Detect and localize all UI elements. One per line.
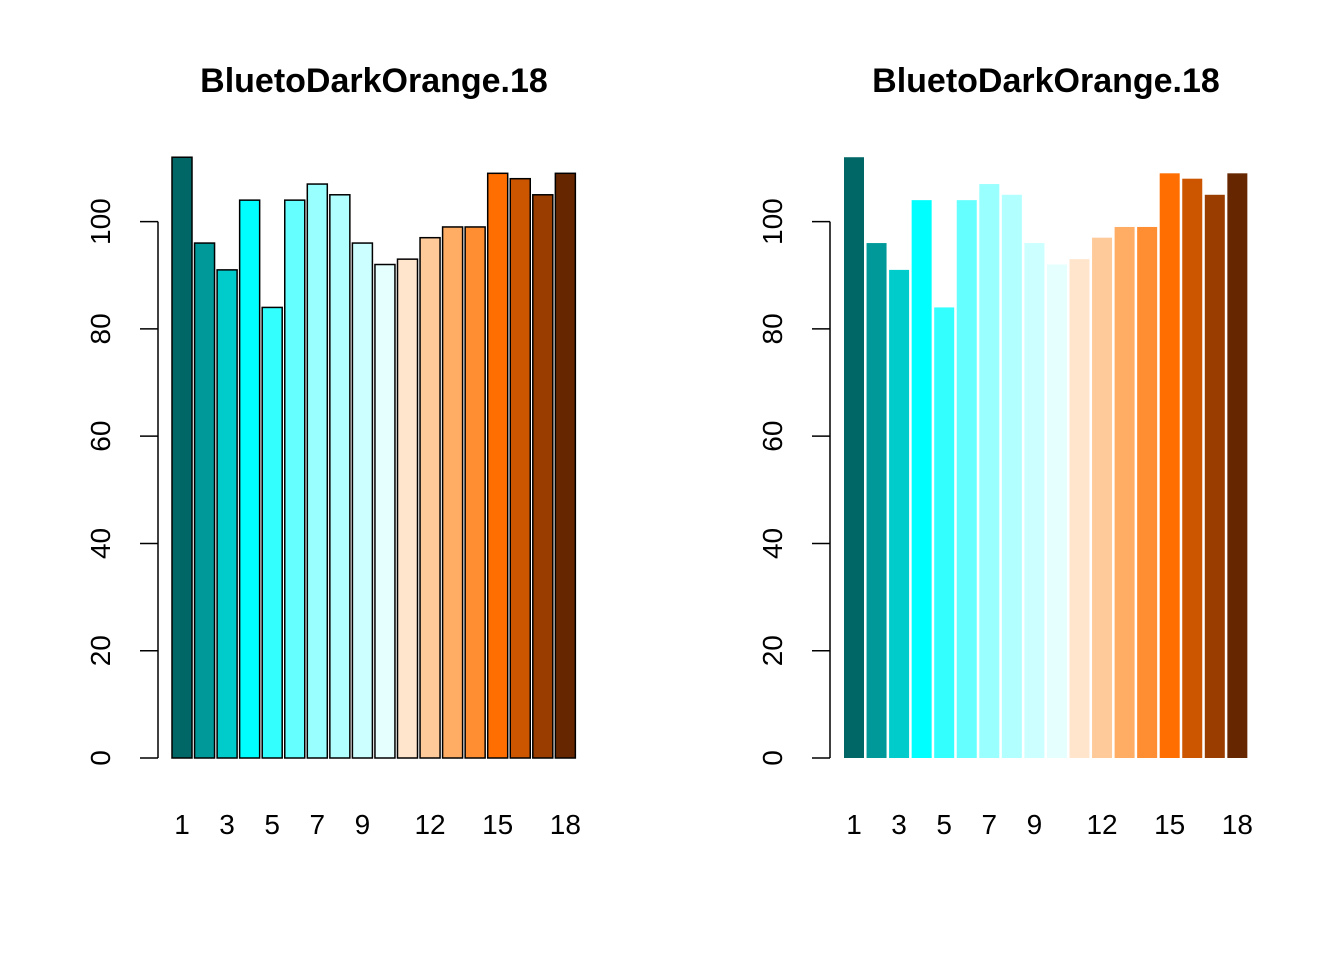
bar-6 (284, 199, 306, 759)
bar-4 (238, 199, 261, 759)
bar-2 (193, 242, 216, 759)
chart-title: BluetoDarkOrange.18 (872, 62, 1220, 100)
bar-6 (956, 200, 977, 758)
bar-18 (1227, 173, 1248, 758)
bar-chart-right: BluetoDarkOrange.18 0 20 40 60 80 100 1 3 5 7 9 12 1… (757, 62, 1253, 840)
y-tick-label-20: 20 (757, 635, 788, 666)
y-tick-label-40: 40 (85, 528, 116, 559)
x-tick-label-1: 1 (174, 809, 190, 840)
y-tick-label-0: 0 (85, 750, 116, 766)
bar-16 (1182, 178, 1203, 758)
bar-11 (1069, 259, 1090, 758)
bar-9 (351, 242, 374, 759)
bar-16 (509, 177, 531, 759)
x-tick-label-7: 7 (982, 809, 998, 840)
x-tick-label-9: 9 (355, 809, 371, 840)
bar-2 (866, 243, 887, 758)
bar-5 (934, 307, 955, 758)
x-tick-label-7: 7 (310, 809, 326, 840)
x-tick-label-9: 9 (1027, 809, 1043, 840)
bar-7 (306, 183, 329, 759)
bar-8 (1001, 194, 1022, 758)
y-tick-label-60: 60 (85, 421, 116, 452)
bar-5 (261, 306, 283, 759)
bar-chart-left: BluetoDarkOrange.18 0 20 40 60 80 100 1 3 5 7 9 12 1… (85, 62, 581, 840)
x-tick-label-5: 5 (264, 809, 280, 840)
y-tick-label-100: 100 (85, 198, 116, 245)
y-tick-label-100: 100 (757, 198, 788, 245)
bar-15 (1159, 173, 1180, 758)
bar-18 (554, 172, 577, 759)
x-tick-label-12: 12 (414, 809, 445, 840)
x-tick-label-12: 12 (1086, 809, 1117, 840)
y-tick-label-60: 60 (757, 421, 788, 452)
bar-15 (486, 172, 509, 759)
chart-title: BluetoDarkOrange.18 (200, 62, 548, 100)
x-tick-label-3: 3 (891, 809, 907, 840)
x-tick-label-3: 3 (219, 809, 235, 840)
bar-3 (216, 269, 238, 759)
bar-17 (532, 194, 554, 759)
x-tick-label-15: 15 (1154, 809, 1185, 840)
bar-11 (396, 258, 419, 759)
x-tick-label-15: 15 (482, 809, 513, 840)
bar-10 (374, 263, 396, 759)
x-tick-label-1: 1 (846, 809, 862, 840)
x-tick-label-5: 5 (936, 809, 952, 840)
x-tick-label-18: 18 (1222, 809, 1253, 840)
bar-9 (1024, 243, 1045, 758)
bar-4 (911, 200, 932, 758)
bar-3 (889, 269, 910, 758)
bar-17 (1204, 194, 1225, 758)
x-tick-label-18: 18 (550, 809, 581, 840)
bar-10 (1046, 264, 1067, 758)
bar-1 (844, 157, 864, 759)
bar-1 (171, 156, 193, 759)
bar-12 (1092, 237, 1113, 758)
y-tick-label-20: 20 (85, 635, 116, 666)
bar-13 (441, 226, 464, 759)
bar-8 (329, 194, 351, 759)
bar-14 (464, 226, 486, 759)
y-tick-label-80: 80 (757, 313, 788, 344)
y-tick-label-0: 0 (757, 750, 788, 766)
bar-14 (1137, 226, 1158, 758)
bar-12 (419, 236, 441, 759)
y-tick-label-40: 40 (757, 528, 788, 559)
bar-13 (1114, 226, 1135, 758)
bar-7 (979, 184, 1000, 759)
y-tick-label-80: 80 (85, 313, 116, 344)
